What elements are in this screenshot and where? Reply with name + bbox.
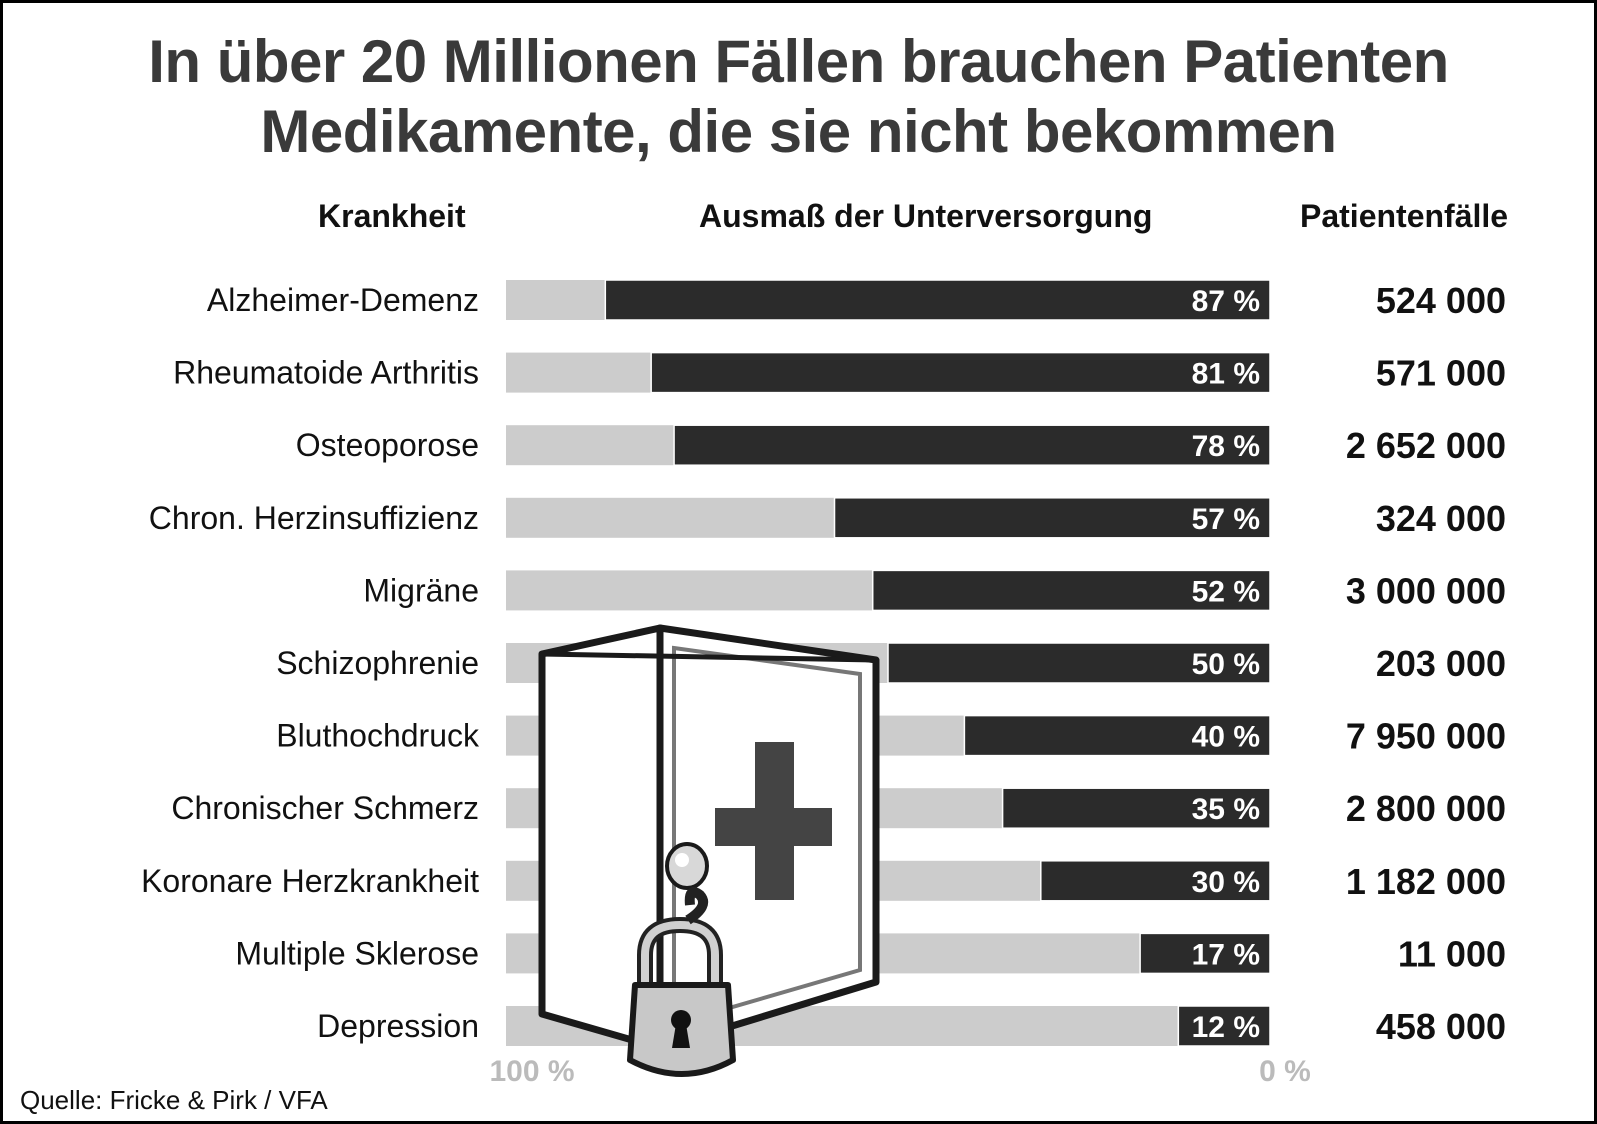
- category-label: Koronare Herzkrankheit: [141, 863, 479, 899]
- patient-cases-value: 7 950 000: [1346, 716, 1506, 757]
- bar-value-label: 57 %: [1192, 503, 1260, 536]
- bar-value: [1177, 1005, 1271, 1047]
- bar-value: [871, 569, 1271, 612]
- bar-value-label: 12 %: [1192, 1011, 1260, 1044]
- category-label: Chron. Herzinsuffizienz: [149, 500, 479, 536]
- patient-cases-value: 571 000: [1376, 353, 1506, 394]
- category-label: Migräne: [363, 572, 479, 608]
- bar-value: [1139, 932, 1271, 975]
- bar-value: [963, 714, 1271, 757]
- category-label: Alzheimer-Demenz: [207, 282, 479, 318]
- bar-value-label: 35 %: [1192, 793, 1260, 826]
- bar-group: 87 % Alzheimer-Demenz 524 000 81 % Rheumatoi…: [141, 279, 1506, 1047]
- bar-value-label: 81 %: [1192, 358, 1260, 391]
- bar-value: [887, 642, 1271, 684]
- category-label: Osteoporose: [296, 427, 479, 463]
- column-header-disease: Krankheit: [318, 198, 466, 234]
- padlock-icon: [627, 887, 736, 1077]
- medical-cross-icon: [715, 742, 832, 900]
- category-label: Schizophrenie: [276, 645, 479, 681]
- locked-medicine-cabinet-illustration: [538, 624, 880, 1077]
- patient-cases-value: 2 800 000: [1346, 788, 1506, 829]
- bar-value-label: 30 %: [1192, 866, 1260, 899]
- patient-cases-value: 2 652 000: [1346, 425, 1506, 466]
- category-label: Depression: [317, 1008, 479, 1044]
- bar-value: [650, 351, 1271, 394]
- bar-value-label: 78 %: [1192, 430, 1260, 463]
- bar-value-label: 52 %: [1192, 575, 1260, 608]
- column-header-undersupply: Ausmaß der Unterversorgung: [699, 198, 1153, 234]
- bar-value: [673, 424, 1271, 466]
- bar-value-label: 87 %: [1192, 285, 1260, 318]
- axis-label-0-percent: 0 %: [1259, 1055, 1311, 1088]
- category-label: Multiple Sklerose: [235, 935, 479, 971]
- bar-value: [1040, 860, 1271, 902]
- bar-value: [604, 279, 1271, 321]
- bar-value: [833, 497, 1271, 539]
- category-label: Chronischer Schmerz: [171, 790, 479, 826]
- bar-value-label: 50 %: [1192, 648, 1260, 681]
- axis-label-100-percent: 100 %: [489, 1055, 574, 1088]
- patient-cases-value: 458 000: [1376, 1006, 1506, 1047]
- patient-cases-value: 324 000: [1376, 498, 1506, 539]
- patient-cases-value: 11 000: [1398, 933, 1506, 974]
- source-note: Quelle: Fricke & Pirk / VFA: [20, 1085, 328, 1115]
- chart-title-line-2: Medikamente, die sie nicht bekommen: [260, 98, 1337, 165]
- cabinet-knob-icon: [665, 842, 709, 890]
- bar-value: [1001, 787, 1271, 829]
- patient-cases-value: 203 000: [1376, 643, 1506, 684]
- patient-cases-value: 1 182 000: [1346, 861, 1506, 902]
- patient-cases-value: 524 000: [1376, 280, 1506, 321]
- bar-value-label: 40 %: [1192, 721, 1260, 754]
- category-label: Bluthochdruck: [276, 718, 480, 754]
- column-header-cases: Patientenfälle: [1300, 198, 1509, 234]
- bar-value-label: 17 %: [1192, 938, 1260, 971]
- chart-title-line-1: In über 20 Millionen Fällen brauchen Pat…: [148, 28, 1449, 95]
- category-label: Rheumatoide Arthritis: [173, 355, 479, 391]
- patient-cases-value: 3 000 000: [1346, 570, 1506, 611]
